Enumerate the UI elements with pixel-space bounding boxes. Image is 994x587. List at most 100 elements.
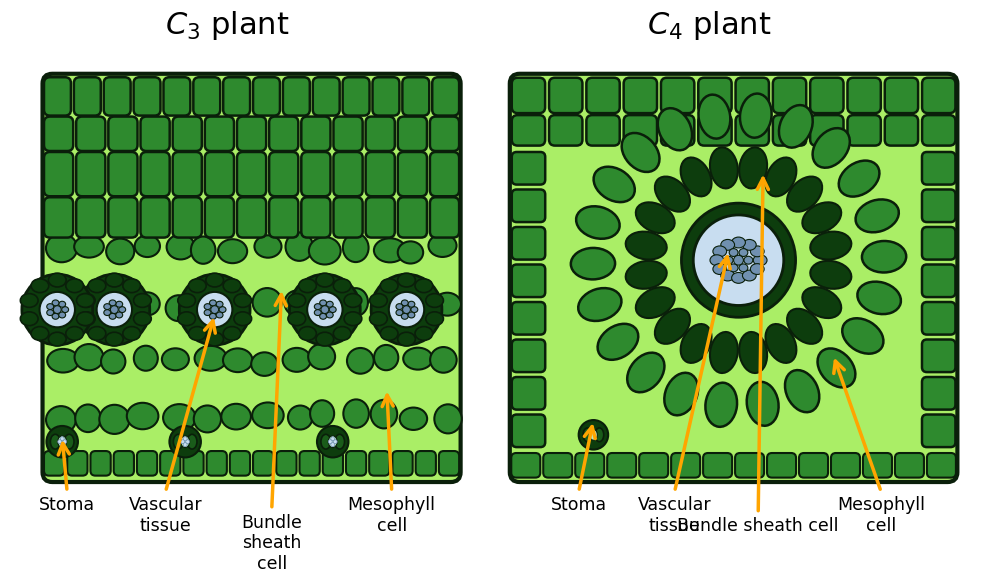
Ellipse shape [47, 349, 79, 373]
FancyBboxPatch shape [606, 453, 635, 478]
Circle shape [197, 292, 233, 328]
Ellipse shape [223, 326, 241, 340]
Ellipse shape [739, 264, 747, 272]
FancyBboxPatch shape [140, 197, 170, 238]
Ellipse shape [698, 95, 730, 139]
Ellipse shape [710, 255, 723, 265]
FancyBboxPatch shape [365, 152, 395, 196]
Ellipse shape [347, 348, 374, 374]
Ellipse shape [398, 241, 422, 264]
FancyBboxPatch shape [74, 77, 100, 116]
Ellipse shape [223, 349, 252, 372]
Ellipse shape [401, 313, 408, 319]
FancyBboxPatch shape [703, 453, 732, 478]
Ellipse shape [66, 279, 83, 292]
Ellipse shape [88, 279, 105, 292]
Ellipse shape [801, 287, 840, 318]
Ellipse shape [749, 246, 763, 257]
Ellipse shape [576, 206, 619, 239]
Ellipse shape [178, 312, 195, 326]
Ellipse shape [744, 257, 752, 264]
Ellipse shape [66, 326, 83, 340]
Ellipse shape [20, 312, 38, 326]
Ellipse shape [724, 257, 733, 264]
FancyBboxPatch shape [772, 115, 805, 146]
FancyBboxPatch shape [268, 197, 298, 238]
Ellipse shape [855, 200, 898, 232]
Ellipse shape [77, 312, 94, 326]
Ellipse shape [739, 147, 766, 188]
Ellipse shape [329, 306, 336, 312]
Text: Stoma: Stoma [39, 496, 95, 514]
Ellipse shape [187, 434, 197, 449]
Ellipse shape [165, 295, 192, 321]
FancyBboxPatch shape [429, 152, 458, 196]
FancyBboxPatch shape [735, 453, 763, 478]
Ellipse shape [712, 246, 726, 257]
Circle shape [40, 292, 75, 328]
Ellipse shape [330, 443, 334, 447]
FancyBboxPatch shape [862, 453, 891, 478]
FancyBboxPatch shape [299, 451, 319, 475]
Ellipse shape [398, 273, 414, 287]
Ellipse shape [328, 440, 332, 444]
Ellipse shape [582, 428, 591, 441]
Ellipse shape [126, 403, 158, 429]
Ellipse shape [133, 294, 151, 308]
Ellipse shape [115, 301, 122, 307]
Ellipse shape [210, 313, 216, 319]
Ellipse shape [374, 238, 406, 262]
Text: Mesophyll
cell: Mesophyll cell [836, 496, 924, 535]
FancyBboxPatch shape [44, 197, 74, 238]
Ellipse shape [78, 312, 95, 326]
Ellipse shape [625, 232, 666, 259]
Ellipse shape [122, 279, 140, 292]
FancyBboxPatch shape [333, 152, 362, 196]
Ellipse shape [216, 301, 223, 307]
Circle shape [317, 426, 348, 457]
Ellipse shape [621, 133, 659, 172]
FancyBboxPatch shape [847, 115, 880, 146]
Ellipse shape [373, 291, 399, 316]
FancyBboxPatch shape [884, 115, 917, 146]
Ellipse shape [75, 344, 103, 370]
Ellipse shape [162, 348, 189, 370]
FancyBboxPatch shape [252, 451, 273, 475]
FancyBboxPatch shape [847, 77, 880, 113]
FancyBboxPatch shape [392, 451, 413, 475]
FancyBboxPatch shape [575, 453, 603, 478]
FancyBboxPatch shape [207, 451, 227, 475]
Circle shape [169, 426, 201, 457]
Ellipse shape [218, 239, 247, 263]
FancyBboxPatch shape [698, 115, 731, 146]
Ellipse shape [313, 296, 342, 319]
Ellipse shape [191, 237, 216, 264]
Ellipse shape [334, 434, 344, 449]
FancyBboxPatch shape [103, 77, 130, 116]
Ellipse shape [59, 301, 66, 307]
FancyBboxPatch shape [77, 152, 105, 196]
Ellipse shape [593, 167, 634, 202]
Ellipse shape [321, 434, 330, 449]
Ellipse shape [594, 428, 603, 441]
Ellipse shape [414, 326, 432, 340]
FancyBboxPatch shape [698, 77, 731, 113]
Ellipse shape [194, 406, 221, 433]
Text: Mesophyll
cell: Mesophyll cell [347, 496, 435, 535]
Text: Stoma: Stoma [550, 496, 606, 514]
Ellipse shape [333, 279, 351, 292]
Circle shape [681, 203, 795, 317]
FancyBboxPatch shape [671, 453, 700, 478]
Ellipse shape [61, 437, 64, 441]
Ellipse shape [76, 404, 100, 432]
Ellipse shape [181, 440, 185, 444]
Ellipse shape [709, 147, 738, 188]
Ellipse shape [51, 434, 61, 449]
Ellipse shape [680, 157, 711, 197]
Ellipse shape [401, 300, 408, 306]
FancyBboxPatch shape [342, 77, 369, 116]
Ellipse shape [106, 238, 134, 264]
Circle shape [403, 306, 411, 313]
FancyBboxPatch shape [623, 77, 656, 113]
Ellipse shape [626, 353, 664, 392]
